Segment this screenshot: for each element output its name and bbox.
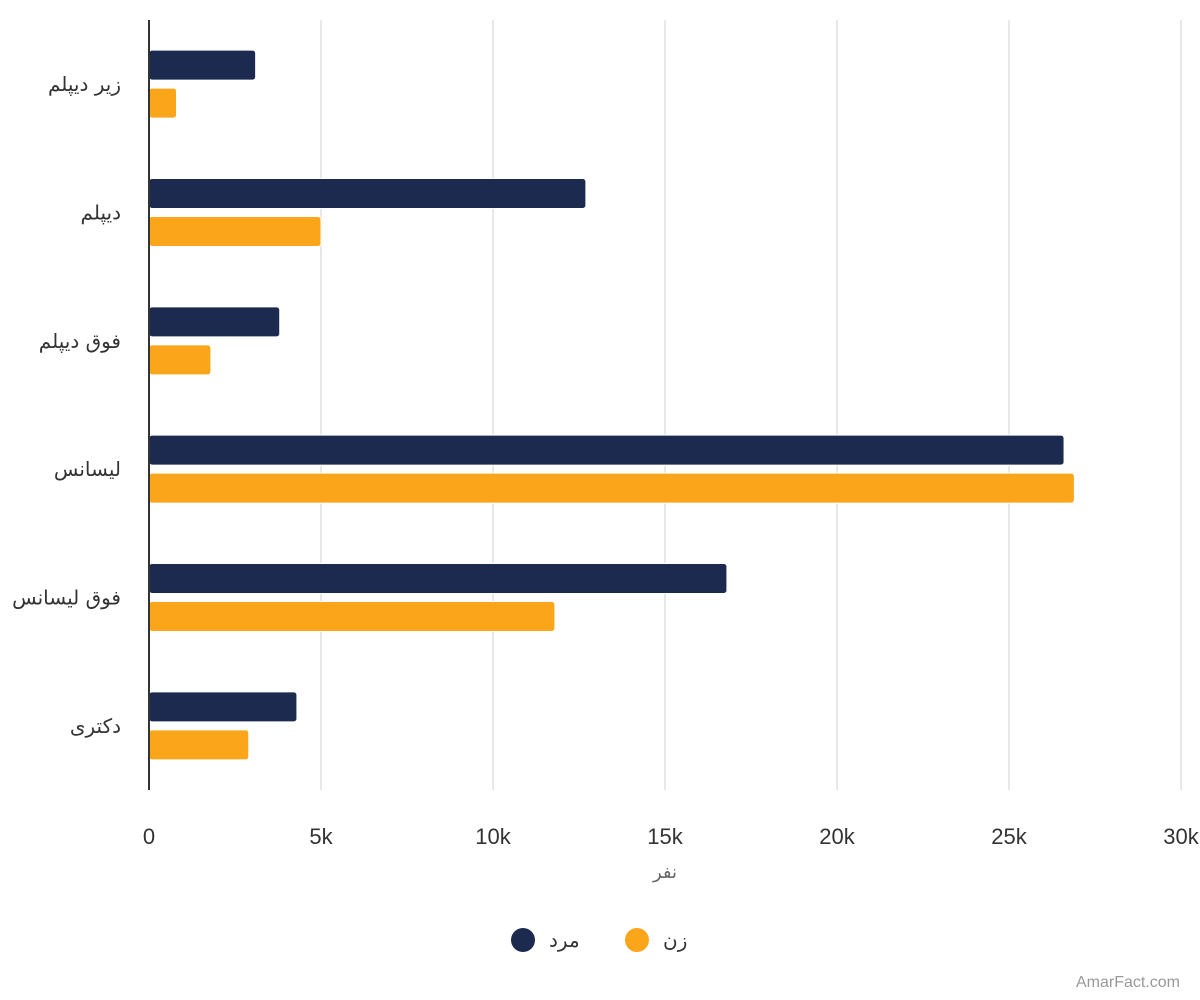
x-tick-label: 10k	[475, 824, 511, 849]
category-label: فوق دیپلم	[39, 329, 121, 354]
bar-female	[148, 344, 212, 376]
bar-female	[148, 729, 250, 761]
bars	[148, 49, 1075, 761]
x-tick-label: 30k	[1163, 824, 1199, 849]
legend-marker	[511, 928, 535, 952]
legend-marker	[625, 928, 649, 952]
x-tick-labels: 0 5k 10k 15k 20k 25k 30k	[143, 824, 1200, 849]
x-tick-label: 15k	[647, 824, 683, 849]
bar-male	[148, 563, 728, 594]
legend: زن مرد	[511, 928, 687, 952]
category-label: دیپلم	[81, 201, 121, 226]
category-label: دکتری	[70, 714, 121, 738]
x-tick-label: 25k	[991, 824, 1027, 849]
bar-female	[148, 87, 178, 119]
bar-female	[148, 601, 556, 632]
x-axis-title: نفر	[652, 862, 677, 883]
category-label: فوق لیسانس	[12, 586, 121, 610]
bar-male	[148, 49, 257, 81]
bar-male	[148, 178, 587, 209]
category-label: لیسانس	[54, 457, 121, 481]
bar-female	[148, 472, 1075, 504]
x-tick-label: 20k	[819, 824, 855, 849]
legend-label: زن	[663, 928, 687, 952]
grid-lines	[320, 20, 1182, 790]
bar-male	[148, 691, 298, 723]
bar-male	[148, 306, 281, 338]
x-tick-label: 0	[143, 824, 155, 849]
category-label: زیر دیپلم	[48, 72, 121, 97]
credit-text: AmarFact.com	[1075, 974, 1180, 991]
category-labels: زیر دیپلم دیپلم فوق دیپلم لیسانس فوق لیسانس د…	[12, 72, 121, 738]
legend-label: مرد	[549, 928, 580, 952]
bar-male	[148, 434, 1065, 466]
bar-female	[148, 216, 322, 247]
x-tick-label: 5k	[309, 824, 333, 849]
